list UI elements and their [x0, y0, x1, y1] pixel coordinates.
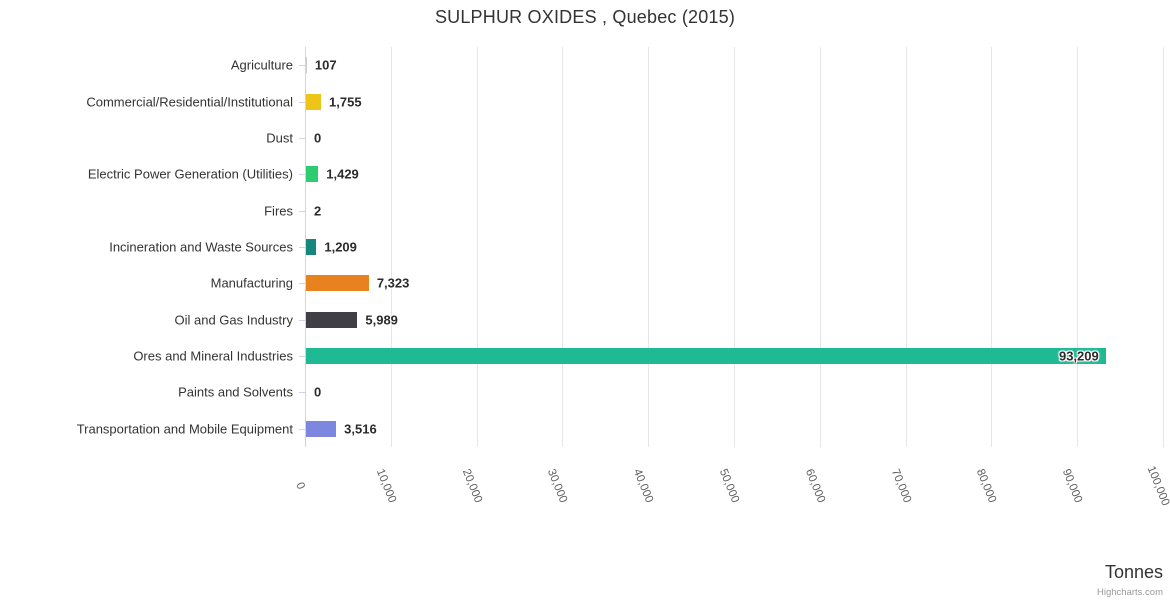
x-axis-tick-label: 90,000 — [1060, 467, 1085, 505]
x-gridline — [734, 47, 735, 447]
x-gridline — [476, 47, 478, 447]
bar[interactable] — [306, 420, 337, 437]
bar-value-label: 1,755 — [329, 94, 362, 110]
x-gridline — [991, 47, 993, 447]
x-gridline — [1163, 47, 1164, 447]
bar[interactable] — [306, 93, 322, 110]
category-label: Dust — [266, 130, 293, 146]
category-tick-mark — [299, 65, 305, 66]
highcharts-credits-link[interactable]: Highcharts.com — [1097, 587, 1163, 598]
value-axis-title: Tonnes — [1104, 562, 1163, 582]
category-tick-mark — [299, 174, 305, 175]
category-tick-mark — [299, 102, 305, 103]
x-gridline — [1077, 47, 1079, 447]
bar[interactable] — [306, 275, 369, 292]
x-gridline — [390, 47, 392, 447]
category-label: Commercial/Residential/Institutional — [86, 94, 293, 110]
category-tick-mark — [299, 320, 305, 321]
category-label: Manufacturing — [210, 275, 293, 291]
x-gridline — [905, 47, 907, 447]
x-axis-tick-label: 80,000 — [974, 467, 999, 505]
x-axis-tick-label: 70,000 — [888, 467, 913, 505]
bar-value-label: 7,323 — [376, 275, 410, 291]
category-label: Electric Power Generation (Utilities) — [87, 166, 293, 182]
x-axis-tick-label: 60,000 — [802, 467, 827, 505]
bar[interactable] — [306, 239, 317, 255]
bar-value-label: 107 — [314, 57, 337, 73]
category-label: Fires — [264, 203, 293, 219]
category-label: Ores and Mineral Industries — [133, 348, 293, 364]
x-gridline — [819, 47, 821, 447]
x-axis-tick-label: 20,000 — [459, 467, 484, 505]
bar[interactable] — [306, 166, 319, 183]
chart-title: SULPHUR OXIDES , Quebec (2015) — [434, 7, 736, 27]
category-tick-mark — [299, 138, 305, 139]
x-gridline — [562, 47, 564, 447]
x-axis-tick-label: 30,000 — [545, 467, 570, 505]
bar[interactable] — [306, 57, 307, 74]
x-gridline — [648, 47, 650, 447]
bar[interactable] — [306, 348, 1106, 365]
bar-value-label: 93,209 — [1058, 348, 1099, 364]
x-axis-tick-label: 10,000 — [373, 467, 398, 505]
bar-value-label: 0 — [314, 384, 322, 400]
category-tick-mark — [299, 392, 305, 393]
x-axis-tick-label: 50,000 — [716, 467, 742, 505]
category-tick-mark — [299, 283, 305, 284]
category-label: Agriculture — [230, 57, 293, 73]
x-axis-tick-label: 0 — [293, 480, 307, 492]
category-label: Oil and Gas Industry — [174, 312, 294, 328]
category-tick-mark — [299, 356, 305, 357]
category-tick-mark — [299, 211, 305, 212]
category-tick-mark — [299, 429, 305, 430]
category-axis-line — [305, 47, 306, 447]
bar-value-label: 1,429 — [326, 166, 359, 182]
category-label: Paints and Solvents — [178, 384, 293, 400]
bar-value-label: 5,989 — [365, 312, 398, 328]
category-tick-mark — [299, 247, 305, 248]
bar-value-label: 0 — [314, 130, 322, 146]
bar-value-label: 1,209 — [324, 239, 357, 255]
x-axis-tick-label: 100,000 — [1144, 464, 1170, 508]
bar[interactable] — [306, 311, 358, 328]
category-label: Incineration and Waste Sources — [109, 239, 293, 255]
bar-value-label: 2 — [314, 203, 322, 219]
category-label: Transportation and Mobile Equipment — [76, 421, 293, 437]
bar-value-label: 3,516 — [344, 421, 377, 437]
x-axis-tick-label: 40,000 — [631, 467, 656, 505]
